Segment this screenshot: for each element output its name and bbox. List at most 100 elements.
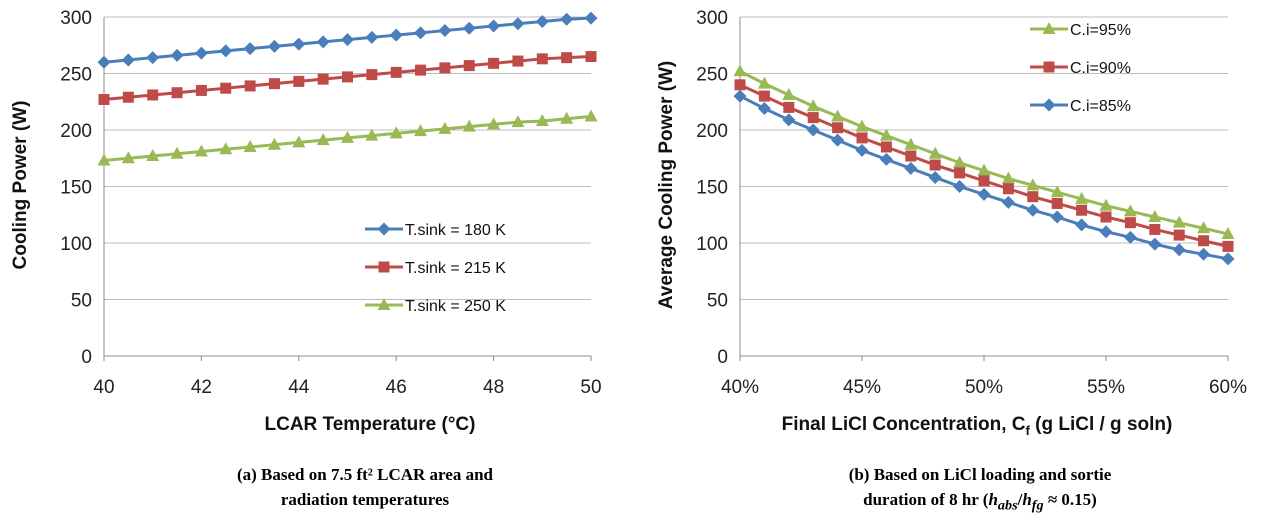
chart-b-series-1-point <box>783 101 795 113</box>
chart-b-series-1-point <box>1002 183 1014 195</box>
chart-b-series-0-point <box>806 99 820 112</box>
chart-a-legend-0-marker <box>377 222 391 236</box>
chart-b-series-2-point <box>1123 230 1137 244</box>
chart-b-series-0-point <box>782 87 796 100</box>
chart-a-series-1-point <box>488 57 500 69</box>
chart-b-xtick-label: 55% <box>1087 377 1125 398</box>
chart-b-series-0-point <box>904 137 918 150</box>
chart-b-legend-2-marker <box>1042 98 1056 112</box>
chart-b-series-0-line <box>739 69 1229 236</box>
chart-b-series-0-point <box>1050 185 1064 198</box>
chart-a-ytick-label: 150 <box>60 178 92 199</box>
chart-a-series-1-point <box>195 84 207 96</box>
chart-b-series-1-point <box>1173 229 1185 241</box>
chart-a-xtick-label: 44 <box>288 377 310 398</box>
chart-b-series-2-point <box>953 180 967 193</box>
chart-b-series-2-point <box>831 133 845 147</box>
chart-b-series-0-point <box>977 163 991 176</box>
chart-b-xlabel-main: Final LiCl Concentration, C <box>782 414 1026 435</box>
chart-a-legend-1-marker <box>378 261 390 273</box>
chart-b-series-2-point <box>928 170 942 184</box>
chart-b-series-2-point <box>1197 247 1211 261</box>
chart-b-legend-1-label: C.i=90% <box>1070 60 1131 77</box>
chart-b-series-1-point <box>832 122 844 134</box>
chart-a-series-0-point <box>267 39 281 53</box>
chart-a-legend-2-label: T.sink = 250 K <box>405 298 506 315</box>
chart-b: 0 50 100 150 200 250 300 40% 45% 50% 55% 60% C.i=95%… <box>696 8 1247 398</box>
chart-a-xlabel: LCAR Temperature (°C) <box>265 414 476 435</box>
chart-b-series-2-point <box>904 161 918 175</box>
chart-a-series-0-point <box>560 12 574 26</box>
chart-a-series-2-point <box>365 128 379 141</box>
chart-a-series-2-point <box>462 119 476 132</box>
figure-canvas: 0 50 100 150 200 250 300 40 42 44 46 48 50 T.sink = 1… <box>10 8 1247 438</box>
chart-b-series-1-point <box>1051 197 1063 209</box>
chart-b-series-1-point <box>929 159 941 171</box>
chart-a-xtick-label: 46 <box>386 377 407 398</box>
chart-a-series-2-point <box>267 137 281 150</box>
chart-b-series-0-point <box>879 128 893 141</box>
chart-a-ytick-label: 0 <box>81 347 92 368</box>
chart-b-series-2-point <box>733 89 747 103</box>
chart-b-xtick-label: 60% <box>1209 377 1247 398</box>
chart-a-series-0-point <box>389 28 403 42</box>
chart-a-series-1-point <box>220 82 232 94</box>
chart-b-ytick-label: 250 <box>696 65 728 86</box>
chart-a: 0 50 100 150 200 250 300 40 42 44 46 48 50 T.sink = 1… <box>60 8 601 398</box>
chart-b-series-0-point <box>1001 171 1015 184</box>
chart-b-series-2-point <box>1026 203 1040 217</box>
chart-a-series-0-point <box>170 48 184 62</box>
chart-b-legend-0-marker <box>1042 22 1056 34</box>
chart-a-series-0-point <box>487 19 501 33</box>
chart-a-ytick-label: 100 <box>60 234 92 255</box>
chart-a-series-1-point <box>366 69 378 81</box>
chart-a-series-1-point <box>122 91 134 103</box>
chart-b-series-2-point <box>757 102 771 116</box>
caption-a-line1: (a) Based on 7.5 ft² LCAR area and <box>236 465 493 484</box>
chart-a-series-2-point <box>243 139 257 152</box>
chart-a-xtick-label: 50 <box>580 377 601 398</box>
chart-a-series-2-point <box>316 133 330 146</box>
chart-a-series-0-point <box>292 37 306 51</box>
chart-a-series-2-point <box>560 111 574 124</box>
chart-b-xlabel: Final LiCl Concentration, Cf (g LiCl / g… <box>782 414 1173 438</box>
chart-b-series-0-point <box>1099 198 1113 211</box>
chart-a-series-2-point <box>584 109 598 122</box>
chart-b-xlabel-tail: (g LiCl / g soln) <box>1030 414 1172 435</box>
chart-b-legend-1-marker <box>1043 61 1055 73</box>
chart-a-series-1-point <box>585 51 597 63</box>
chart-b-ytick-label: 100 <box>696 234 728 255</box>
chart-b-series-0-point <box>1197 221 1211 234</box>
caption-b-h2-sub: fg <box>1031 497 1044 514</box>
caption-b-h2: h <box>1022 490 1032 509</box>
chart-a-series-0-point <box>219 44 233 58</box>
chart-a-ytick-label: 50 <box>71 291 92 312</box>
chart-b-ytick-label: 150 <box>696 178 728 199</box>
chart-a-series-1-point <box>439 62 451 74</box>
chart-a-legend-0-label: T.sink = 180 K <box>405 222 506 239</box>
chart-a-series-0-point <box>414 26 428 40</box>
chart-b-ytick-label: 300 <box>696 8 728 29</box>
chart-a-xtick-label: 48 <box>483 377 504 398</box>
chart-b-series-0-point <box>1221 226 1235 239</box>
chart-b-series-2-point <box>855 143 869 157</box>
chart-a-series-2-point <box>97 153 111 166</box>
chart-a-series-2-point <box>292 135 306 148</box>
chart-b-series-2-point <box>1001 195 1015 209</box>
chart-b-series-2-point <box>879 152 893 166</box>
chart-b-series-0-point <box>928 146 942 159</box>
chart-b-series-2-point <box>1148 237 1162 251</box>
chart-b-series-1-point <box>880 141 892 153</box>
chart-b-ytick-label: 0 <box>717 347 728 368</box>
chart-a-series-1-point <box>561 52 573 64</box>
chart-a-series-2-point <box>146 148 160 161</box>
chart-b-ytick-label: 50 <box>707 291 728 312</box>
chart-b-series-1-point <box>905 150 917 162</box>
chart-b-series-1-point <box>758 90 770 102</box>
chart-a-series-1-point <box>98 93 110 105</box>
chart-b-series-1-point <box>1149 223 1161 235</box>
chart-b-xtick-label: 45% <box>843 377 881 398</box>
chart-b-legend-0-label: C.i=95% <box>1070 22 1131 39</box>
chart-a-series-1-point <box>244 80 256 92</box>
chart-b-series-1-point <box>1124 217 1136 229</box>
